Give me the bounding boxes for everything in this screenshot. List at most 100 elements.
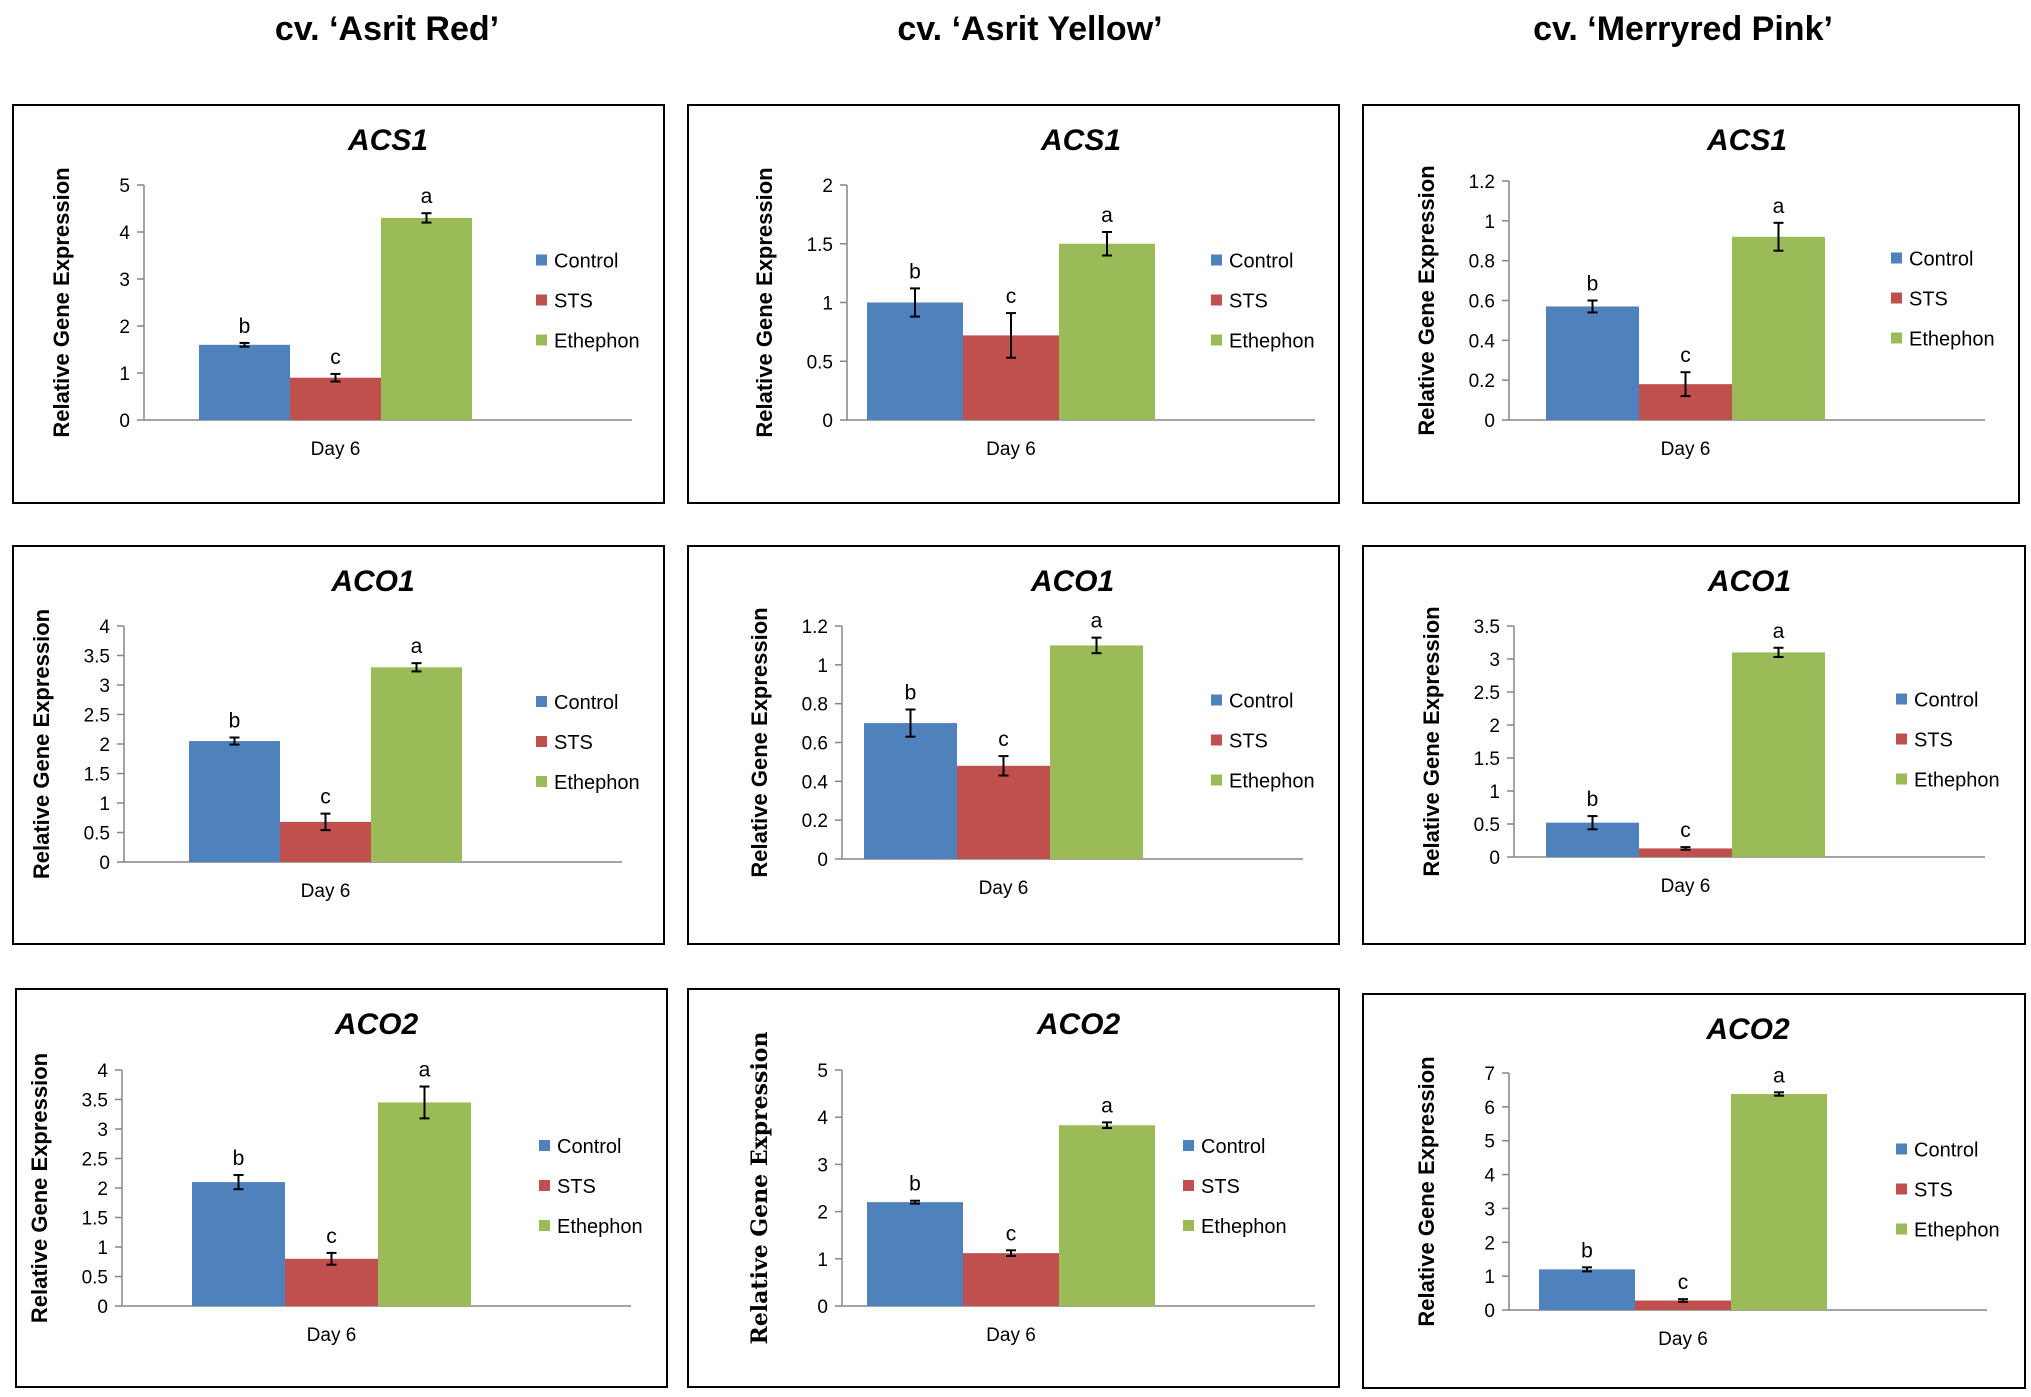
bar-sts	[963, 1253, 1059, 1306]
chart-panel-aco2-merryred-pink: ACO2 0 1 2 3 4 5 6 7 Relative Gene Expression Day …	[1362, 993, 2026, 1389]
chart-title: ACO2	[334, 1008, 419, 1041]
y-axis-label: Relative Gene Expression	[752, 167, 777, 437]
y-tick-label: 1.5	[807, 235, 833, 256]
significance-letter-control: b	[1587, 273, 1599, 296]
bar-control	[864, 723, 957, 859]
legend-swatch-sts	[1896, 733, 1907, 745]
y-tick-label: 1	[817, 1250, 828, 1271]
bar-control	[1539, 1269, 1635, 1310]
x-category-label: Day 6	[979, 878, 1029, 899]
y-tick-label: 0.2	[802, 811, 828, 832]
legend-swatch-sts	[539, 1180, 550, 1191]
y-tick-label: 0	[817, 1297, 828, 1318]
legend-swatch-control	[536, 254, 547, 266]
legend-label-control: Control	[1914, 1140, 1978, 1162]
significance-letter-control: b	[909, 1173, 921, 1196]
chart-title: ACS1	[1040, 124, 1121, 157]
chart-panel-aco2-asrit-red: ACO2 0 0.5 1 1.5 2 2.5 3 3.5 4 Relative Gene Expre…	[15, 988, 668, 1388]
bar-ethephon	[1059, 1125, 1155, 1306]
y-tick-label: 5	[1484, 1132, 1495, 1153]
y-tick-label: 0.8	[802, 695, 828, 716]
significance-letter-control: b	[239, 315, 251, 338]
legend-label-sts: STS	[554, 732, 593, 754]
legend-swatch-ethephon	[1891, 332, 1902, 344]
legend-label-ethephon: Ethephon	[557, 1216, 643, 1238]
y-tick-label: 0	[817, 850, 828, 871]
legend-swatch-control	[1183, 1140, 1194, 1151]
legend-swatch-ethephon	[1211, 774, 1222, 786]
column-title-merryred-pink: cv. ‘Merryred Pink’	[1533, 10, 1833, 48]
y-tick-label: 3	[1489, 650, 1500, 671]
legend-label-ethephon: Ethephon	[1909, 329, 1995, 351]
legend-swatch-ethephon	[1211, 334, 1222, 346]
bar-control	[1546, 306, 1639, 420]
legend-label-control: Control	[1909, 249, 1973, 271]
significance-letter-control: b	[229, 710, 241, 733]
y-tick-label: 1.2	[802, 617, 828, 638]
y-tick-label: 0.8	[1469, 252, 1495, 273]
y-tick-label: 0	[1484, 411, 1495, 432]
y-tick-label: 2	[119, 317, 130, 338]
legend-label-ethephon: Ethephon	[1229, 331, 1315, 353]
chart-panel-acs1-asrit-red: ACS1 0 1 2 3 4 5 Relative Gene Expression Day 6 b…	[12, 104, 665, 504]
bar-sts	[290, 377, 381, 420]
legend-swatch-ethephon	[1896, 773, 1907, 785]
chart-svg: ACO1 0 0.5 1 1.5 2 2.5 3 3.5 4 Relative Gene Expre…	[29, 565, 640, 902]
y-tick-label: 1	[1484, 212, 1495, 233]
bar-ethephon	[1732, 236, 1825, 420]
significance-letter-ethephon: a	[1773, 1064, 1785, 1087]
y-tick-label: 1.2	[1469, 172, 1495, 193]
legend-swatch-sts	[1183, 1180, 1194, 1191]
significance-letter-sts: c	[1006, 1222, 1017, 1245]
bar-control	[867, 302, 963, 420]
bar-control	[867, 1202, 963, 1306]
y-tick-label: 3	[97, 1120, 108, 1141]
y-tick-label: 1.5	[82, 1209, 108, 1230]
legend-label-ethephon: Ethephon	[1914, 1220, 2000, 1242]
chart-svg: ACO2 0 1 2 3 4 5 6 7 Relative Gene Expression Day …	[1414, 1013, 2000, 1350]
significance-letter-sts: c	[1006, 285, 1017, 308]
y-tick-label: 3	[817, 1155, 828, 1176]
legend-swatch-sts	[1891, 292, 1902, 304]
y-tick-label: 2	[817, 1203, 828, 1224]
y-tick-label: 0.5	[84, 824, 110, 845]
y-tick-label: 1	[99, 794, 110, 815]
bar-ethephon	[1050, 645, 1143, 859]
y-tick-label: 0.4	[1469, 331, 1496, 352]
y-tick-label: 1.5	[84, 765, 110, 786]
significance-letter-control: b	[905, 681, 917, 704]
significance-letter-ethephon: a	[1773, 620, 1785, 643]
y-axis-label: Relative Gene Expression	[49, 167, 74, 437]
y-tick-label: 4	[817, 1108, 828, 1129]
legend-label-sts: STS	[554, 291, 593, 313]
y-tick-label: 3	[1484, 1199, 1495, 1220]
legend-label-control: Control	[554, 251, 618, 273]
bar-ethephon	[1731, 1093, 1827, 1310]
legend-swatch-sts	[536, 736, 547, 747]
significance-letter-ethephon: a	[1773, 195, 1785, 218]
bar-sts	[1635, 1300, 1731, 1310]
bar-sts	[285, 1258, 378, 1306]
column-title-asrit-yellow: cv. ‘Asrit Yellow’	[897, 10, 1163, 48]
y-tick-label: 3.5	[84, 647, 110, 668]
y-tick-label: 0.2	[1469, 371, 1495, 392]
bar-ethephon	[1059, 243, 1155, 420]
y-tick-label: 4	[119, 223, 130, 244]
x-category-label: Day 6	[1661, 876, 1711, 897]
chart-svg: ACS1 0 1 2 3 4 5 Relative Gene Expression Day 6 b…	[49, 124, 640, 460]
y-tick-label: 3	[119, 270, 130, 291]
chart-panel-aco1-asrit-red: ACO1 0 0.5 1 1.5 2 2.5 3 3.5 4 Relative Gene Expre…	[12, 545, 665, 945]
legend-label-sts: STS	[1909, 289, 1948, 311]
bar-sts	[1639, 848, 1732, 857]
significance-letter-sts: c	[1680, 344, 1691, 367]
y-axis-label: Relative Gene Expression	[747, 607, 772, 877]
legend-label-ethephon: Ethephon	[1229, 771, 1315, 793]
significance-letter-ethephon: a	[1091, 610, 1103, 633]
legend-label-sts: STS	[1229, 291, 1268, 313]
bar-control	[189, 741, 280, 862]
chart-svg: ACO2 0 1 2 3 4 5 Relative Gene Expression Day 6 b…	[747, 1008, 1315, 1346]
y-tick-label: 1	[119, 364, 130, 385]
legend-label-control: Control	[1914, 690, 1978, 712]
y-tick-label: 3	[99, 676, 110, 697]
significance-letter-ethephon: a	[411, 635, 423, 658]
